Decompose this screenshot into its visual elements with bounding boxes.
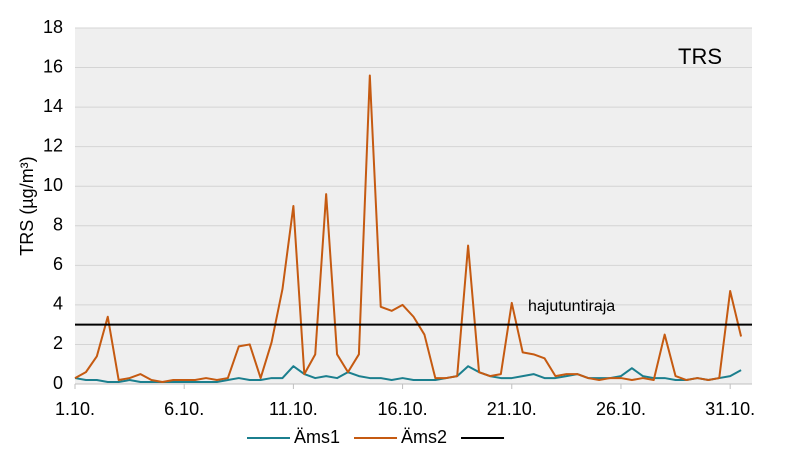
x-tick-label: 26.10. [596, 399, 646, 419]
x-tick-label: 6.10. [164, 399, 204, 419]
y-tick-label: 0 [53, 373, 63, 393]
y-tick-label: 6 [53, 254, 63, 274]
x-tick-label: 1.10. [55, 399, 95, 419]
y-tick-label: 16 [43, 56, 63, 76]
y-tick-label: 12 [43, 135, 63, 155]
x-tick-label: 16.10. [378, 399, 428, 419]
annotation: TRS [678, 44, 722, 69]
x-tick-label: 31.10. [705, 399, 755, 419]
y-tick-label: 2 [53, 333, 63, 353]
legend-label: Äms1 [294, 427, 340, 447]
threshold-label: hajutuntiraja [528, 298, 615, 315]
y-tick-label: 4 [53, 294, 63, 314]
y-axis-label: TRS (µg/m³) [17, 156, 37, 255]
plot-area [75, 28, 752, 384]
y-tick-label: 8 [53, 215, 63, 235]
x-tick-label: 11.10. [269, 399, 318, 419]
legend-label: Äms2 [401, 427, 447, 447]
x-tick-label: 21.10. [487, 399, 537, 419]
series-line [74, 365, 742, 384]
y-tick-label: 14 [43, 96, 63, 116]
series-line [74, 74, 743, 384]
y-tick-label: 18 [43, 17, 63, 37]
y-tick-label: 10 [43, 175, 63, 195]
